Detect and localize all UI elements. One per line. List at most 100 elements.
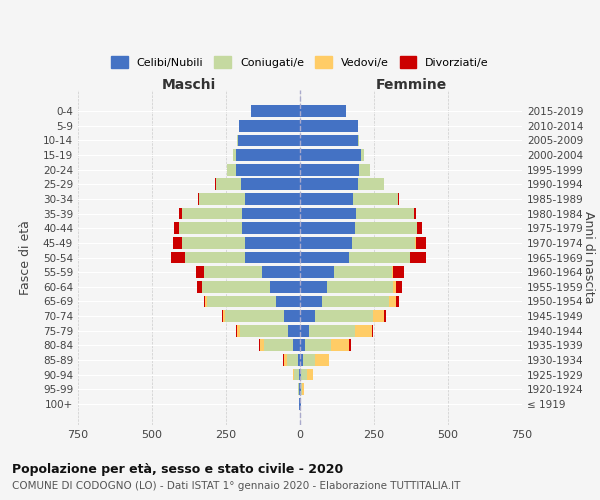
Bar <box>355 325 371 336</box>
Bar <box>300 354 303 366</box>
Bar <box>356 208 414 220</box>
Bar <box>392 266 393 278</box>
Bar <box>236 149 300 161</box>
Bar <box>393 266 404 278</box>
Bar <box>300 369 301 380</box>
Bar <box>238 134 300 146</box>
Bar <box>361 149 364 161</box>
Bar <box>240 325 287 336</box>
Bar <box>349 340 350 351</box>
Bar <box>202 281 271 292</box>
Bar <box>358 134 359 146</box>
Bar <box>179 222 242 234</box>
Text: Femmine: Femmine <box>376 78 446 92</box>
Bar <box>300 310 315 322</box>
Bar <box>300 164 359 175</box>
Bar <box>300 340 305 351</box>
Bar <box>300 252 349 264</box>
Bar <box>207 296 277 308</box>
Bar <box>300 266 334 278</box>
Bar <box>316 354 329 366</box>
Bar <box>242 208 300 220</box>
Bar <box>182 237 245 248</box>
Bar <box>300 134 358 146</box>
Bar <box>410 252 427 264</box>
Bar <box>284 310 300 322</box>
Bar <box>298 354 300 366</box>
Bar <box>174 222 179 234</box>
Bar <box>239 120 300 132</box>
Bar <box>224 310 284 322</box>
Text: Maschi: Maschi <box>162 78 216 92</box>
Bar <box>199 193 245 205</box>
Bar <box>414 208 416 220</box>
Bar <box>300 281 326 292</box>
Bar <box>300 325 310 336</box>
Bar <box>245 237 300 248</box>
Bar <box>359 164 370 175</box>
Bar <box>310 325 355 336</box>
Bar <box>373 310 385 322</box>
Bar <box>416 237 427 248</box>
Legend: Celibi/Nubili, Coniugati/e, Vedovi/e, Divorziati/e: Celibi/Nubili, Coniugati/e, Vedovi/e, Di… <box>107 52 493 72</box>
Bar <box>242 222 300 234</box>
Bar <box>352 237 415 248</box>
Bar <box>396 296 399 308</box>
Bar <box>300 178 358 190</box>
Bar <box>301 384 302 395</box>
Bar <box>215 178 241 190</box>
Bar <box>233 149 236 161</box>
Bar <box>223 310 224 322</box>
Bar <box>271 281 300 292</box>
Bar <box>300 105 346 117</box>
Bar <box>371 325 373 336</box>
Bar <box>287 325 300 336</box>
Bar <box>300 193 353 205</box>
Bar <box>305 340 331 351</box>
Bar <box>265 340 293 351</box>
Bar <box>196 266 203 278</box>
Bar <box>307 369 313 380</box>
Bar <box>260 340 265 351</box>
Bar <box>171 252 185 264</box>
Bar <box>245 193 300 205</box>
Text: COMUNE DI CODOGNO (LO) - Dati ISTAT 1° gennaio 2020 - Elaborazione TUTTITALIA.IT: COMUNE DI CODOGNO (LO) - Dati ISTAT 1° g… <box>12 481 460 491</box>
Bar <box>385 310 386 322</box>
Bar <box>197 281 202 292</box>
Bar <box>237 325 240 336</box>
Bar <box>302 384 304 395</box>
Bar <box>277 296 300 308</box>
Bar <box>334 266 392 278</box>
Bar <box>204 266 262 278</box>
Bar <box>417 222 422 234</box>
Bar <box>179 208 182 220</box>
Bar <box>241 178 300 190</box>
Bar <box>353 193 398 205</box>
Bar <box>251 105 300 117</box>
Bar <box>300 149 361 161</box>
Bar <box>298 384 299 395</box>
Bar <box>300 120 358 132</box>
Bar <box>294 369 299 380</box>
Text: Popolazione per età, sesso e stato civile - 2020: Popolazione per età, sesso e stato civil… <box>12 462 343 475</box>
Bar <box>326 281 393 292</box>
Bar <box>349 252 410 264</box>
Bar <box>293 340 300 351</box>
Bar <box>396 281 402 292</box>
Bar <box>198 193 199 205</box>
Bar <box>299 369 300 380</box>
Bar <box>185 252 245 264</box>
Bar <box>284 354 287 366</box>
Bar <box>205 296 207 308</box>
Bar <box>315 310 373 322</box>
Bar <box>300 208 356 220</box>
Bar <box>300 222 355 234</box>
Bar <box>245 252 300 264</box>
Y-axis label: Anni di nascita: Anni di nascita <box>582 211 595 304</box>
Bar <box>358 178 384 190</box>
Bar <box>398 193 399 205</box>
Bar <box>389 296 396 308</box>
Bar <box>301 369 307 380</box>
Bar <box>221 310 223 322</box>
Bar <box>287 354 298 366</box>
